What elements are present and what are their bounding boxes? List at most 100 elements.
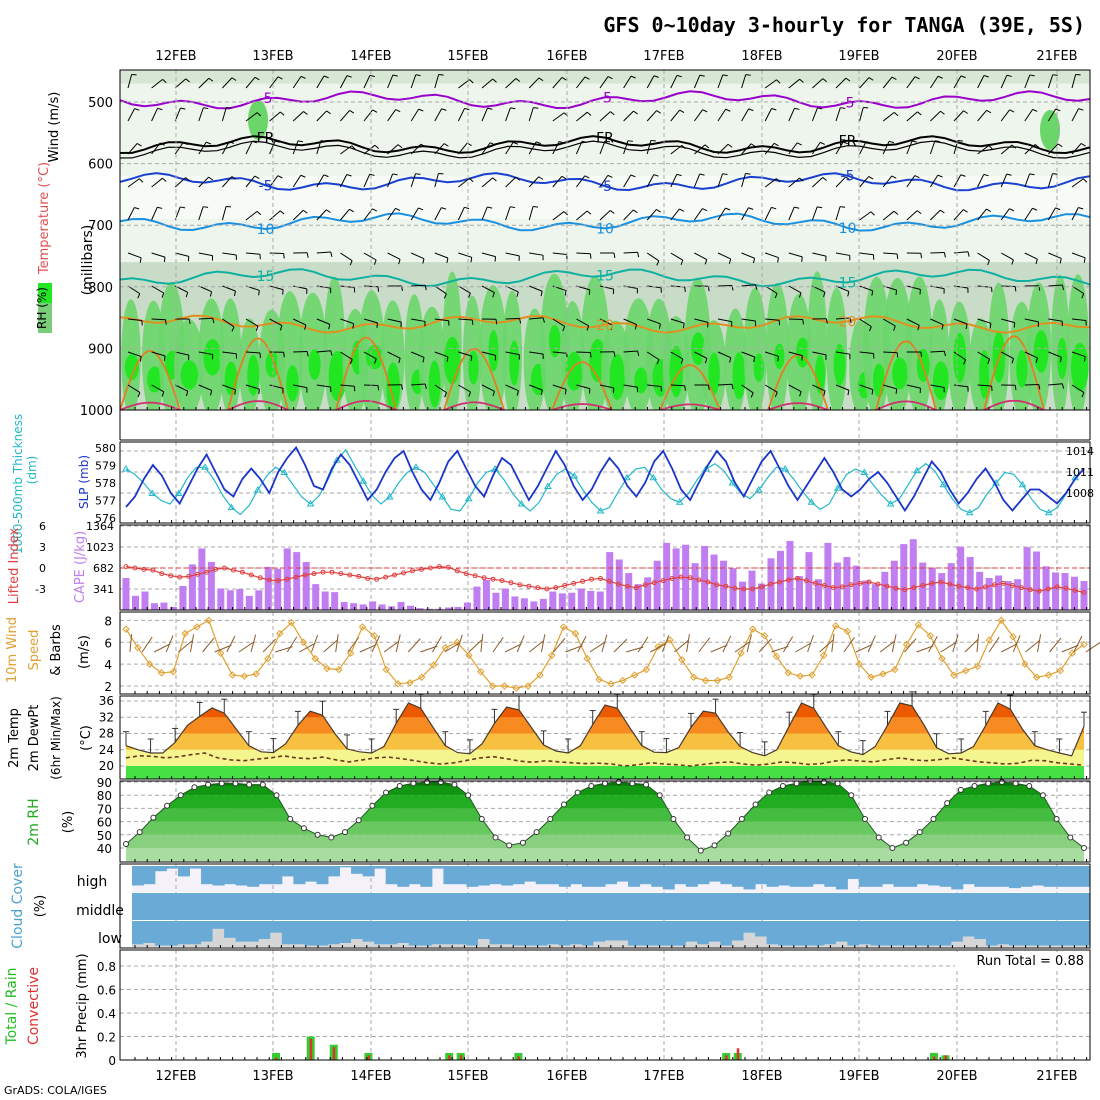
wind-barb <box>741 252 755 259</box>
wind-barb <box>395 207 401 211</box>
cloud-bar <box>351 866 364 874</box>
wind-barb <box>136 143 142 147</box>
wind-barb <box>670 144 683 155</box>
rh-band <box>126 785 1084 796</box>
wind-barb <box>159 142 165 146</box>
cloud-bar <box>293 944 306 947</box>
wind-barb <box>750 143 756 147</box>
wind-barb <box>214 644 232 653</box>
wind-barb <box>917 325 920 331</box>
li-point <box>678 574 684 580</box>
cloud-bar <box>431 921 444 945</box>
wind-barb <box>704 144 710 149</box>
wind-speed-point <box>843 627 852 636</box>
cloud-bar <box>247 893 260 920</box>
wind-barb <box>774 293 778 299</box>
cloud-bar <box>154 945 167 947</box>
cape-bar <box>255 590 263 610</box>
wind-barb <box>811 206 818 221</box>
wind-barb <box>859 252 874 256</box>
wind-barb <box>637 636 649 653</box>
wind-barb <box>363 144 376 155</box>
panel-frame-precip <box>119 949 1091 1061</box>
rh-plume <box>248 100 268 140</box>
li-point <box>1045 586 1051 592</box>
wind-barb <box>1024 207 1033 221</box>
cape-bar <box>947 563 955 610</box>
cloud-bar <box>916 866 929 885</box>
rh-core <box>774 343 785 370</box>
wind-barb <box>245 351 261 354</box>
wind-speed-point <box>701 676 710 685</box>
wind-barb <box>670 318 685 324</box>
wind-barb <box>383 641 399 653</box>
cloud-bar <box>408 921 421 946</box>
wind-barb <box>316 174 325 188</box>
temp-band <box>126 749 1084 766</box>
cloud-bar <box>708 921 721 942</box>
cloud-bar <box>431 866 444 869</box>
rh-core <box>308 349 321 380</box>
wind-barb <box>245 318 259 327</box>
cape-bar <box>710 554 718 610</box>
wind-barb <box>198 317 213 320</box>
wind-barb <box>505 384 519 392</box>
thickness-point <box>438 493 447 500</box>
isotherm-label: 10 <box>257 222 275 238</box>
wind-barb <box>198 384 212 391</box>
li-point <box>947 581 953 587</box>
wind-barb <box>1034 144 1040 148</box>
rh-point <box>1081 845 1087 851</box>
wind-barb <box>670 174 678 188</box>
wind-barb <box>210 390 213 396</box>
cloud-bar <box>928 866 941 886</box>
temp-area <box>126 703 1084 779</box>
cloud-bar <box>882 893 895 920</box>
wind-barb <box>1032 108 1038 112</box>
wind-speed-point <box>394 680 402 688</box>
wind-barb <box>292 209 304 221</box>
thickness-point <box>385 493 394 500</box>
wind-barb <box>1052 173 1058 175</box>
cloud-bar <box>628 921 641 946</box>
wind-barb <box>316 318 330 325</box>
wind-barb <box>965 323 968 330</box>
cloud-bar <box>697 866 710 885</box>
wind-barb <box>392 74 398 77</box>
wind-barb <box>906 175 916 188</box>
wind-speed-point <box>429 661 438 669</box>
li-point <box>812 580 818 586</box>
cloud-bar <box>524 893 537 920</box>
wind-barb <box>564 290 567 296</box>
wind-barb <box>1055 108 1061 112</box>
li-point <box>410 568 416 574</box>
wind-barb <box>185 292 189 298</box>
wind-barb <box>1085 641 1100 653</box>
wind-barb <box>487 107 493 110</box>
rh-point <box>150 814 157 821</box>
cloud-bar <box>1032 921 1045 946</box>
cloud-bar <box>593 893 606 920</box>
wind-barb <box>741 143 752 155</box>
cloud-bar <box>697 893 710 920</box>
wind-barb <box>960 174 966 177</box>
wind-barb <box>206 141 212 145</box>
wind-barb <box>987 260 990 266</box>
wind-barb <box>1024 74 1031 89</box>
wind-barb <box>686 634 690 653</box>
wind-barb <box>269 111 281 122</box>
wind-barb <box>576 384 591 390</box>
rh-point <box>875 834 882 841</box>
cloud-bar <box>731 866 745 887</box>
cloud-bar <box>570 921 583 945</box>
convective-bar <box>367 1055 370 1060</box>
wind-barb <box>741 108 750 122</box>
wind-barb <box>623 75 632 89</box>
wind-barb <box>374 144 379 149</box>
isotherm-line <box>659 364 721 410</box>
wind-barb <box>882 210 895 221</box>
wind-barb <box>764 142 775 155</box>
thickness-point <box>280 468 289 475</box>
y-tick-label: 8 <box>104 614 112 628</box>
wind-barb <box>434 207 442 221</box>
